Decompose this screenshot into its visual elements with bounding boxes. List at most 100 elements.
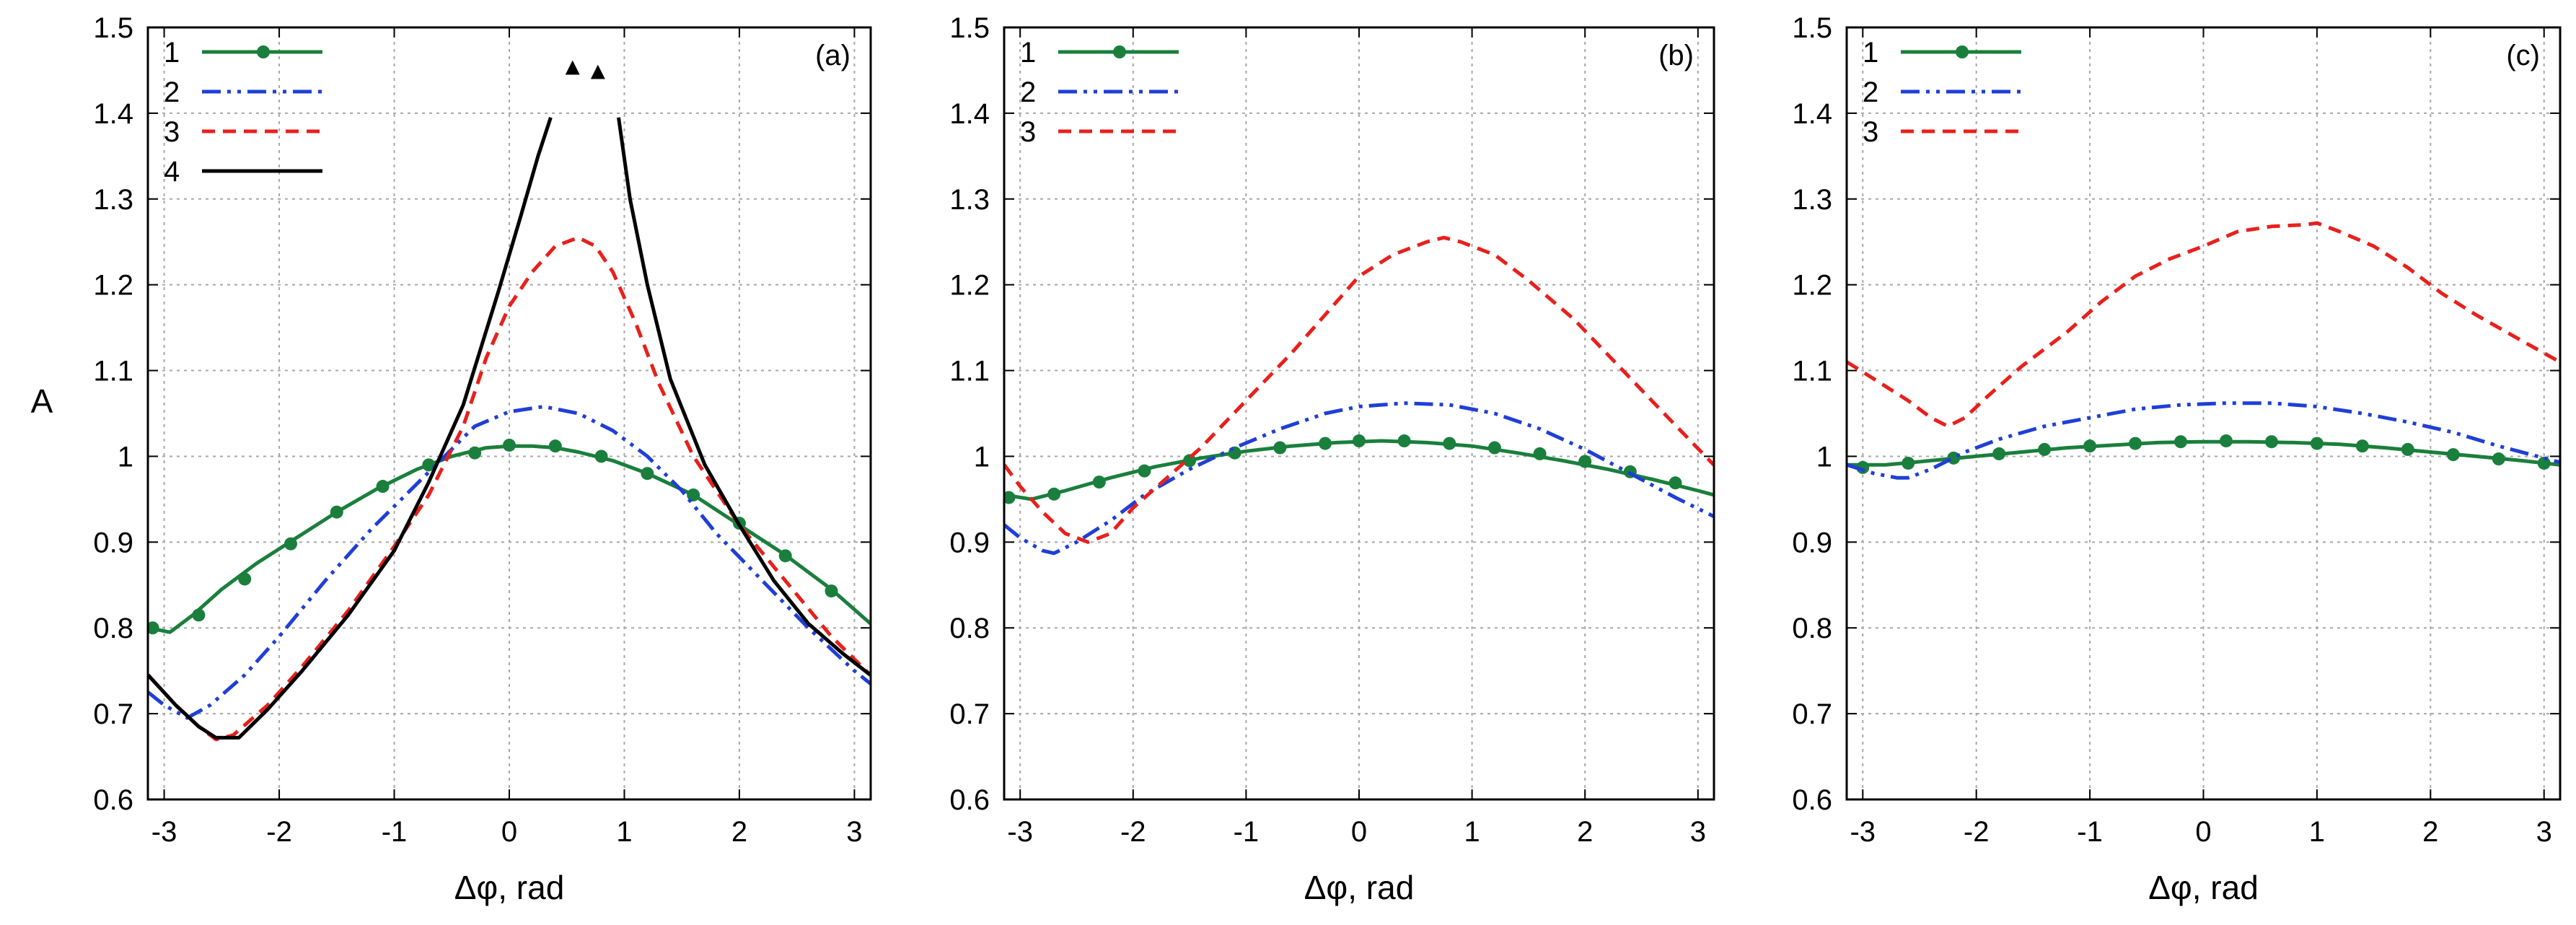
x-tick-label: 3 xyxy=(2536,816,2552,848)
y-tick-label: 1.5 xyxy=(949,12,990,44)
plot-frame xyxy=(1003,26,1715,801)
legend-marker-1 xyxy=(1956,45,1969,58)
series-1-point xyxy=(2174,435,2188,449)
series-1-point xyxy=(1004,491,1016,504)
series-2-line xyxy=(1004,401,1714,556)
x-tick-label: -3 xyxy=(151,816,177,848)
x-axis-title: Δφ, rad xyxy=(454,869,565,906)
y-tick-label: 1.4 xyxy=(949,98,990,130)
series-1-point xyxy=(2038,442,2052,456)
y-tick-label: 1 xyxy=(1816,441,1832,473)
legend-label-2: 2 xyxy=(164,76,180,108)
y-tick-label: 0.9 xyxy=(949,527,990,558)
y-tick-label: 0.9 xyxy=(93,527,133,558)
x-tick-label: 1 xyxy=(616,816,632,848)
y-tick-label: 1.1 xyxy=(949,356,990,387)
series-1-point xyxy=(284,537,298,551)
y-tick-label: 1.3 xyxy=(93,184,133,216)
y-tick-label: 1.2 xyxy=(93,270,133,302)
series-1-point xyxy=(2083,439,2097,453)
x-tick-label: 0 xyxy=(2195,816,2211,848)
y-tick-label: 0.6 xyxy=(949,784,990,816)
series-1-point xyxy=(1533,447,1547,460)
series-1-point xyxy=(1047,487,1061,501)
series-3-line xyxy=(148,235,871,742)
x-tick-label: -2 xyxy=(1120,816,1146,848)
x-tick-label: -2 xyxy=(1964,816,1990,848)
series-1-point xyxy=(1092,475,1106,489)
panel-label: (b) xyxy=(1658,40,1694,71)
y-tick-label: 0.7 xyxy=(93,698,133,730)
x-tick-label: -3 xyxy=(1850,816,1876,848)
series-1-point xyxy=(641,467,654,481)
series-1-point xyxy=(2129,437,2142,450)
series-2-line xyxy=(1847,401,2560,480)
series-1-point xyxy=(1273,441,1287,455)
series-1-point xyxy=(1397,434,1411,448)
series-1-point xyxy=(330,505,343,519)
y-tick-label: 0.8 xyxy=(1792,613,1832,644)
y-tick-label: 1.4 xyxy=(1792,98,1832,130)
chart-panel-3: -3 -2 -1 0 1 2 3 0.6 0.7 0.8 0.9 1 1.1 1.2 1.3 1.4 1.5 1 2… xyxy=(1792,12,2562,906)
series-1-point xyxy=(1902,456,1915,470)
series-1-point xyxy=(503,438,516,452)
x-tick-label: -1 xyxy=(1234,816,1260,848)
legend-label-4: 4 xyxy=(164,156,180,188)
series-1-point xyxy=(468,446,482,460)
panel-label: (a) xyxy=(815,40,850,71)
x-tick-label: 1 xyxy=(2309,816,2325,848)
legend-label-1: 1 xyxy=(1863,37,1878,69)
legend-label-2: 2 xyxy=(1020,76,1036,108)
y-tick-label: 0.8 xyxy=(93,613,133,644)
y-tick-label: 1.2 xyxy=(949,270,990,302)
y-axis-title: A xyxy=(31,382,53,420)
series-1-point xyxy=(2492,452,2505,466)
series-1-point xyxy=(2537,456,2551,470)
series-1-point xyxy=(1669,476,1682,490)
series-1-point xyxy=(2355,439,2369,453)
legend-label-1: 1 xyxy=(164,37,180,69)
series-4-line xyxy=(617,117,871,677)
series-1-point xyxy=(148,621,159,635)
series-1-point xyxy=(594,450,608,463)
series-1-point xyxy=(1319,437,1332,450)
series-1-point xyxy=(192,608,206,622)
legend-label-2: 2 xyxy=(1863,76,1878,108)
y-tick-label: 0.9 xyxy=(1792,527,1832,558)
series-1-point xyxy=(2219,434,2233,448)
x-tick-label: 2 xyxy=(731,816,747,848)
y-tick-label: 1.5 xyxy=(93,12,133,44)
x-tick-label: 3 xyxy=(1690,816,1706,848)
y-tick-label: 1.1 xyxy=(1792,356,1832,387)
x-axis-title: Δφ, rad xyxy=(1304,869,1415,906)
legend-marker-1 xyxy=(257,45,270,58)
legend-marker-1 xyxy=(1113,45,1126,58)
legend-label-3: 3 xyxy=(1020,116,1036,148)
plot-frame xyxy=(146,26,872,801)
y-tick-label: 0.6 xyxy=(1792,784,1832,816)
series-1-point xyxy=(2446,448,2460,462)
chart-panel-1: -3 -2 -1 0 1 2 3 0.6 0.7 0.8 0.9 1 1.1 1.2 1.3 1.4 1.5 ▲ ▲… xyxy=(31,12,872,906)
series-group xyxy=(148,117,871,742)
plot-frame xyxy=(1845,26,2562,801)
series-2-line xyxy=(148,405,871,720)
series-1-point xyxy=(2310,437,2324,450)
series-4-line xyxy=(148,117,553,740)
panel-label: (c) xyxy=(2506,40,2540,71)
series-1-point xyxy=(1183,454,1197,468)
y-tick-label: 1.3 xyxy=(949,184,990,216)
series-group xyxy=(1004,235,1714,556)
series-1-point xyxy=(825,584,838,598)
series-3-line xyxy=(1004,235,1714,544)
series-1-point xyxy=(548,439,562,453)
y-tick-label: 1 xyxy=(118,441,133,473)
series-1-line xyxy=(148,444,871,634)
series-group xyxy=(1847,221,2560,480)
y-tick-label: 0.7 xyxy=(1792,698,1832,730)
y-tick-label: 1.2 xyxy=(1792,270,1832,302)
x-tick-label: -2 xyxy=(266,816,292,848)
x-tick-label: 1 xyxy=(1464,816,1480,848)
series-1-point xyxy=(1138,464,1151,478)
y-tick-label: 1.3 xyxy=(1792,184,1832,216)
